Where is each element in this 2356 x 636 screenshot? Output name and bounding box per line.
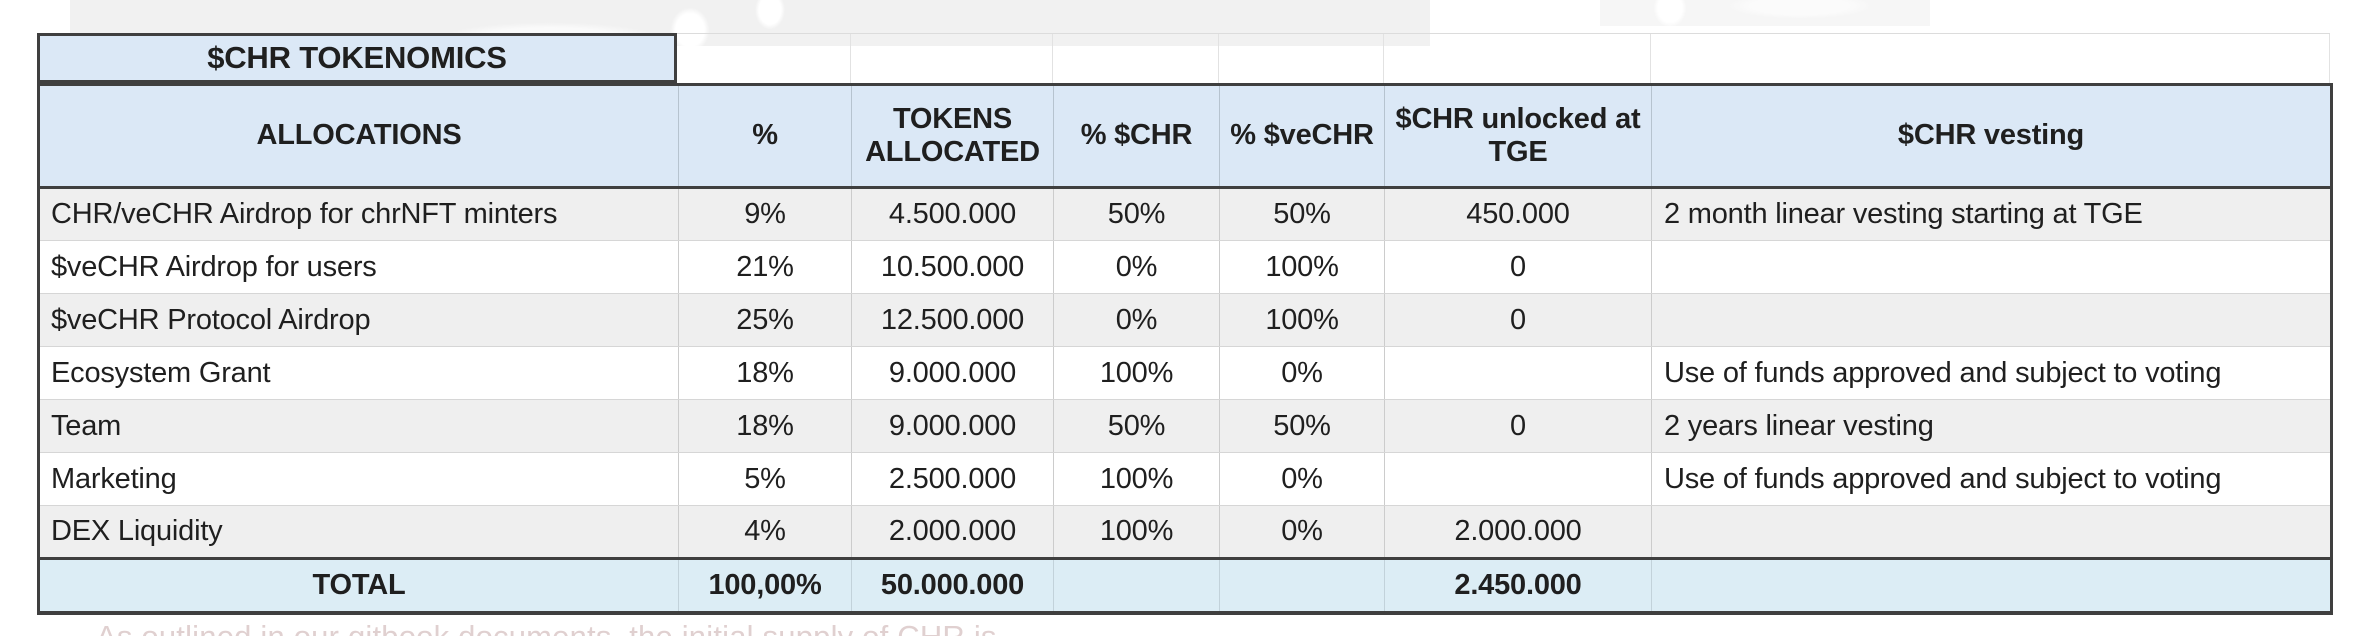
header-allocations[interactable]: ALLOCATIONS: [38, 84, 679, 189]
cell-pct-chr[interactable]: 100%: [1053, 452, 1220, 506]
cell-percent[interactable]: 5%: [678, 452, 852, 506]
cell-vesting[interactable]: [1651, 293, 2332, 347]
gridline: [1218, 34, 1219, 84]
cell-allocation[interactable]: Ecosystem Grant: [38, 346, 679, 400]
cell-vesting[interactable]: 2 month linear vesting starting at TGE: [1651, 187, 2332, 241]
header-row: ALLOCATIONS % TOKENS ALLOCATED % $CHR % …: [38, 84, 2332, 189]
cell-percent[interactable]: 25%: [678, 293, 852, 347]
header-unlocked-at-tge[interactable]: $CHR unlocked at TGE: [1384, 84, 1652, 189]
cell-pct-chr[interactable]: 100%: [1053, 346, 1220, 400]
cell-percent[interactable]: 21%: [678, 240, 852, 294]
cell-percent[interactable]: 18%: [678, 346, 852, 400]
total-percent[interactable]: 100,00%: [678, 557, 852, 613]
empty-gridline-row: [677, 33, 2330, 84]
cell-pct-chr[interactable]: 100%: [1053, 505, 1220, 559]
cell-tokens[interactable]: 9.000.000: [851, 399, 1054, 453]
total-tokens[interactable]: 50.000.000: [851, 557, 1054, 613]
total-pct-vechr[interactable]: [1219, 557, 1385, 613]
table-row: Marketing 5% 2.500.000 100% 0% Use of fu…: [38, 452, 2332, 506]
cell-allocation[interactable]: DEX Liquidity: [38, 505, 679, 559]
cell-unlocked[interactable]: 0: [1384, 293, 1652, 347]
top-gray-band-right: [1600, 0, 1930, 26]
table-title-cell[interactable]: $CHR TOKENOMICS: [37, 33, 677, 83]
cell-unlocked[interactable]: [1384, 346, 1652, 400]
cell-unlocked[interactable]: 0: [1384, 399, 1652, 453]
table-title: $CHR TOKENOMICS: [207, 40, 507, 75]
cell-tokens[interactable]: 4.500.000: [851, 187, 1054, 241]
header-percent[interactable]: %: [678, 84, 852, 189]
gridline: [2329, 34, 2330, 84]
gridline: [1383, 34, 1384, 84]
header-tokens-allocated[interactable]: TOKENS ALLOCATED: [851, 84, 1054, 189]
header-chr-vesting[interactable]: $CHR vesting: [1651, 84, 2332, 189]
cell-percent[interactable]: 4%: [678, 505, 852, 559]
cell-tokens[interactable]: 12.500.000: [851, 293, 1054, 347]
total-label[interactable]: TOTAL: [38, 557, 679, 613]
cell-tokens[interactable]: 2.500.000: [851, 452, 1054, 506]
cell-allocation[interactable]: Team: [38, 399, 679, 453]
total-vesting[interactable]: [1651, 557, 2332, 613]
cell-allocation[interactable]: CHR/veCHR Airdrop for chrNFT minters: [38, 187, 679, 241]
total-unlocked[interactable]: 2.450.000: [1384, 557, 1652, 613]
cell-pct-vechr[interactable]: 0%: [1219, 452, 1385, 506]
table-row: Ecosystem Grant 18% 9.000.000 100% 0% Us…: [38, 346, 2332, 400]
cell-vesting[interactable]: 2 years linear vesting: [1651, 399, 2332, 453]
cell-percent[interactable]: 9%: [678, 187, 852, 241]
header-percent-vechr[interactable]: % $veCHR: [1219, 84, 1385, 189]
cell-unlocked[interactable]: 2.000.000: [1384, 505, 1652, 559]
cell-allocation[interactable]: $veCHR Airdrop for users: [38, 240, 679, 294]
table-row: DEX Liquidity 4% 2.000.000 100% 0% 2.000…: [38, 505, 2332, 559]
gridline: [1650, 34, 1651, 84]
table-row: $veCHR Protocol Airdrop 25% 12.500.000 0…: [38, 293, 2332, 347]
cell-tokens[interactable]: 10.500.000: [851, 240, 1054, 294]
cell-vesting[interactable]: [1651, 505, 2332, 559]
cell-pct-vechr[interactable]: 50%: [1219, 399, 1385, 453]
cell-vesting[interactable]: Use of funds approved and subject to vot…: [1651, 452, 2332, 506]
tokenomics-table: ALLOCATIONS % TOKENS ALLOCATED % $CHR % …: [37, 83, 2333, 615]
cell-pct-chr[interactable]: 0%: [1053, 293, 1220, 347]
cell-vesting[interactable]: [1651, 240, 2332, 294]
cell-pct-vechr[interactable]: 0%: [1219, 505, 1385, 559]
cell-pct-vechr[interactable]: 100%: [1219, 293, 1385, 347]
cell-pct-vechr[interactable]: 50%: [1219, 187, 1385, 241]
total-row: TOTAL 100,00% 50.000.000 2.450.000: [38, 557, 2332, 613]
cell-unlocked[interactable]: 450.000: [1384, 187, 1652, 241]
table-row: Team 18% 9.000.000 50% 50% 0 2 years lin…: [38, 399, 2332, 453]
cell-pct-chr[interactable]: 0%: [1053, 240, 1220, 294]
cell-vesting[interactable]: Use of funds approved and subject to vot…: [1651, 346, 2332, 400]
gridline: [1052, 34, 1053, 84]
cell-tokens[interactable]: 9.000.000: [851, 346, 1054, 400]
cell-tokens[interactable]: 2.000.000: [851, 505, 1054, 559]
cell-unlocked[interactable]: [1384, 452, 1652, 506]
cell-allocation[interactable]: $veCHR Protocol Airdrop: [38, 293, 679, 347]
clipped-footnote-text: As outlined in our gitbook documents, th…: [96, 619, 997, 636]
table-row: $veCHR Airdrop for users 21% 10.500.000 …: [38, 240, 2332, 294]
cell-percent[interactable]: 18%: [678, 399, 852, 453]
cell-unlocked[interactable]: 0: [1384, 240, 1652, 294]
cell-pct-vechr[interactable]: 0%: [1219, 346, 1385, 400]
total-pct-chr[interactable]: [1053, 557, 1220, 613]
cell-pct-chr[interactable]: 50%: [1053, 187, 1220, 241]
header-percent-chr[interactable]: % $CHR: [1053, 84, 1220, 189]
table-row: CHR/veCHR Airdrop for chrNFT minters 9% …: [38, 187, 2332, 241]
gridline: [850, 34, 851, 84]
cell-pct-vechr[interactable]: 100%: [1219, 240, 1385, 294]
cell-pct-chr[interactable]: 50%: [1053, 399, 1220, 453]
cell-allocation[interactable]: Marketing: [38, 452, 679, 506]
